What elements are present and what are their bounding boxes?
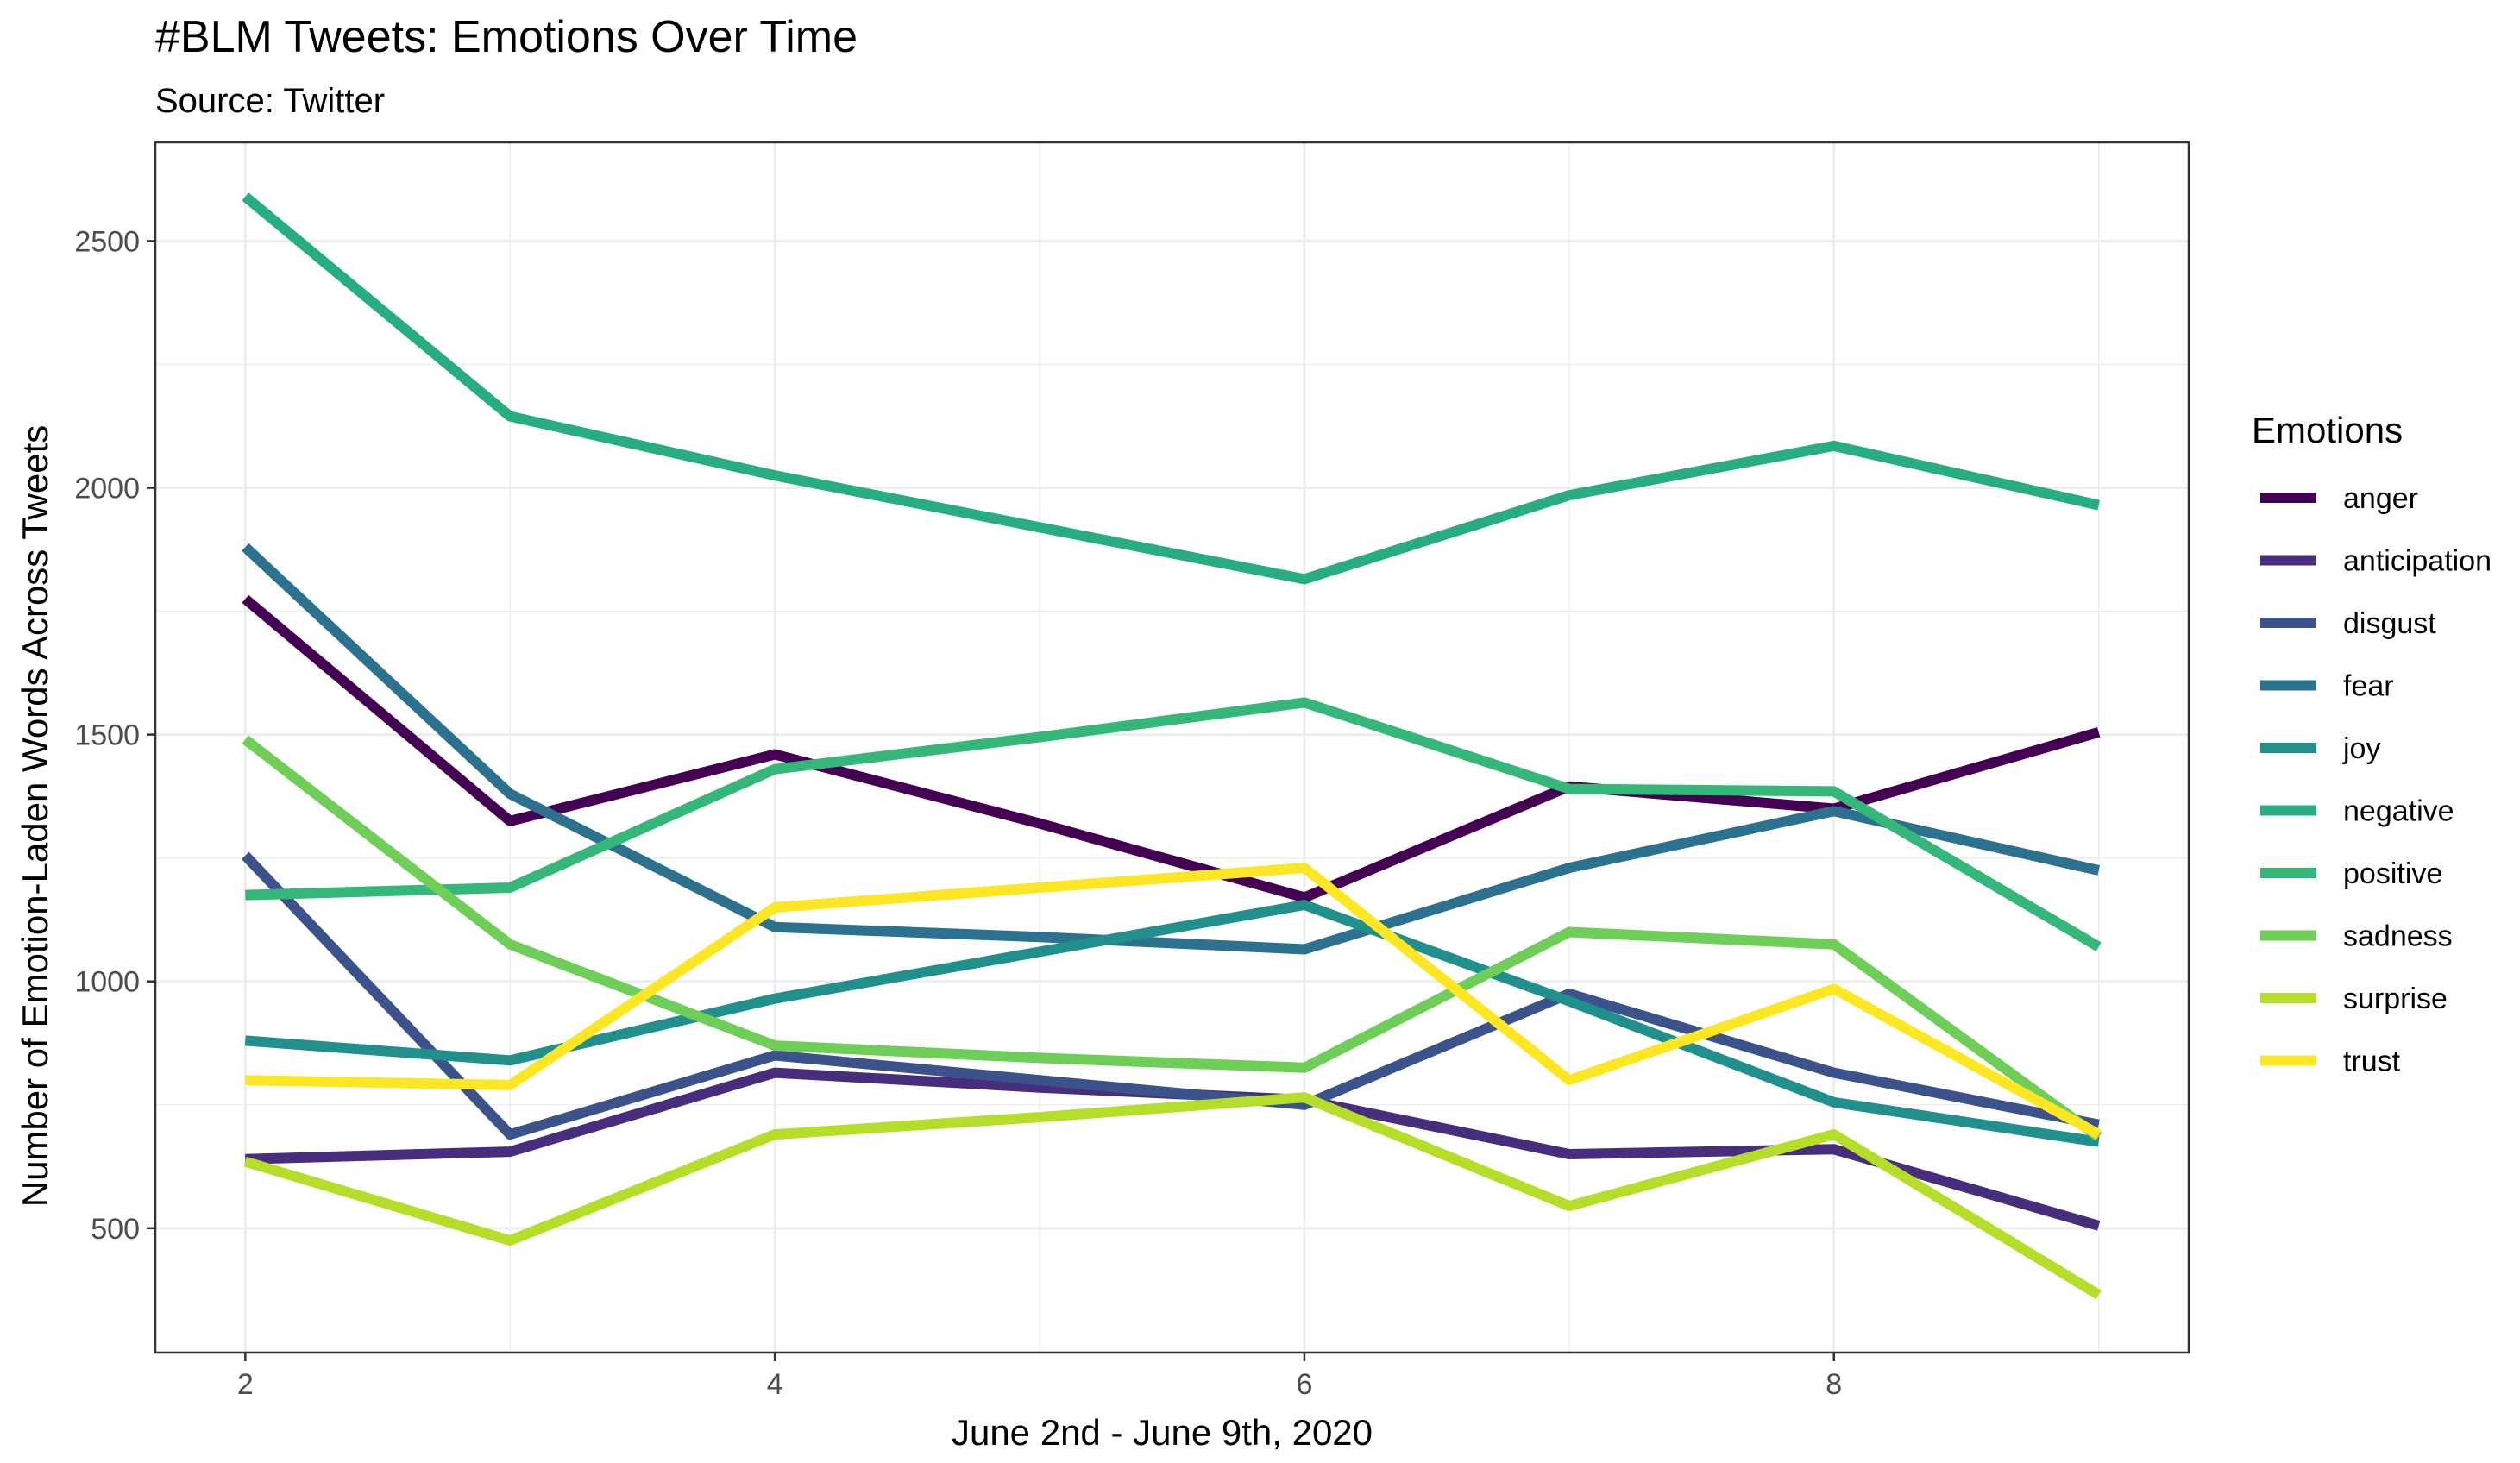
series-line-trust xyxy=(245,863,2102,1140)
x-tick-label: 8 xyxy=(1826,1368,1842,1401)
x-tick-label: 6 xyxy=(1296,1368,1312,1401)
legend-label-positive: positive xyxy=(2343,857,2442,890)
legend-label-anger: anger xyxy=(2343,482,2418,515)
legend: Emotions anger anticipation disgust fear joy… xyxy=(2252,410,2492,1078)
y-axis: 500 1000 1500 2000 2500 xyxy=(74,225,155,1246)
legend-label-anticipation: anticipation xyxy=(2343,545,2492,578)
y-tick-label: 1500 xyxy=(74,719,140,752)
series-line-anger xyxy=(242,594,2101,903)
x-axis: 2 4 6 8 xyxy=(237,1353,1842,1401)
legend-label-trust: trust xyxy=(2343,1045,2401,1078)
x-tick-label: 4 xyxy=(767,1368,783,1401)
x-tick-label: 2 xyxy=(237,1368,254,1401)
y-tick-label: 500 xyxy=(91,1213,140,1246)
legend-label-negative: negative xyxy=(2343,795,2454,828)
legend-label-disgust: disgust xyxy=(2343,607,2436,640)
y-tick-label: 2000 xyxy=(74,473,140,505)
series-line-surprise xyxy=(243,1092,2102,1300)
series-line-negative xyxy=(242,192,2101,585)
legend-label-joy: joy xyxy=(2342,732,2380,765)
chart-subtitle: Source: Twitter xyxy=(155,82,385,120)
legend-title: Emotions xyxy=(2252,410,2403,450)
y-tick-label: 1000 xyxy=(74,966,140,999)
series-line-fear xyxy=(242,543,2101,955)
legend-label-fear: fear xyxy=(2343,670,2394,703)
series-line-disgust xyxy=(241,851,2100,1140)
chart-title: #BLM Tweets: Emotions Over Time xyxy=(155,12,858,62)
plot-border xyxy=(154,141,2190,1354)
legend-label-sadness: sadness xyxy=(2343,920,2453,953)
series-line-positive xyxy=(245,697,2102,951)
legend-items: anger anticipation disgust fear joy negative p… xyxy=(2260,482,2492,1078)
x-axis-label: June 2nd - June 9th, 2020 xyxy=(952,1412,1373,1453)
series-lines xyxy=(241,192,2102,1300)
y-axis-label: Number of Emotion-Laden Words Across Twe… xyxy=(15,425,55,1208)
y-tick-label: 2500 xyxy=(74,225,140,258)
series-line-sadness xyxy=(242,735,2102,1141)
legend-label-surprise: surprise xyxy=(2343,983,2448,1015)
